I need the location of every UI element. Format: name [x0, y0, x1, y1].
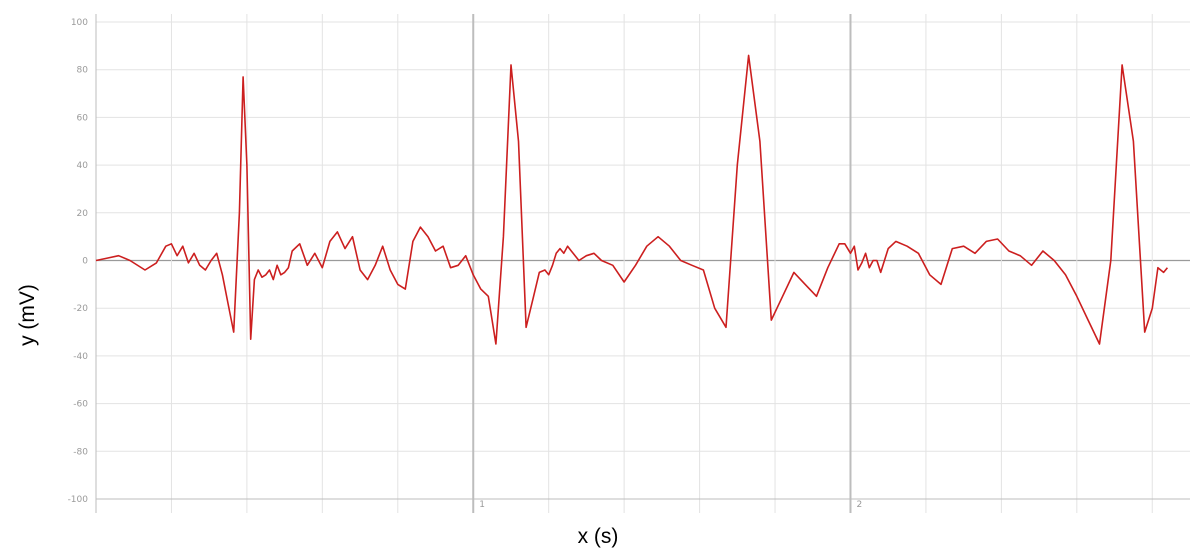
grid-layer — [95, 14, 1190, 513]
x-tick-label: 2 — [856, 500, 862, 510]
y-axis-title: y (mV) — [16, 284, 39, 346]
y-tick-label: -60 — [73, 400, 88, 410]
x-tick-label: 1 — [479, 500, 485, 510]
ecg-signal-line — [95, 54, 1169, 345]
y-tick-label: -80 — [73, 447, 88, 457]
y-tick-label: 0 — [82, 257, 88, 267]
y-tick-label: -20 — [73, 304, 88, 314]
y-tick-labels: 100 80 60 40 20 0 -20 -40 -60 -80 -100 — [68, 18, 89, 505]
y-tick-label: -40 — [73, 352, 88, 362]
y-tick-label: 100 — [71, 18, 88, 28]
y-tick-label: 60 — [77, 113, 89, 123]
x-axis-title: x (s) — [578, 525, 619, 548]
y-tick-label: -100 — [68, 495, 89, 505]
y-tick-label: 20 — [77, 209, 89, 219]
y-tick-label: 40 — [77, 161, 89, 171]
y-tick-label: 80 — [77, 66, 89, 76]
